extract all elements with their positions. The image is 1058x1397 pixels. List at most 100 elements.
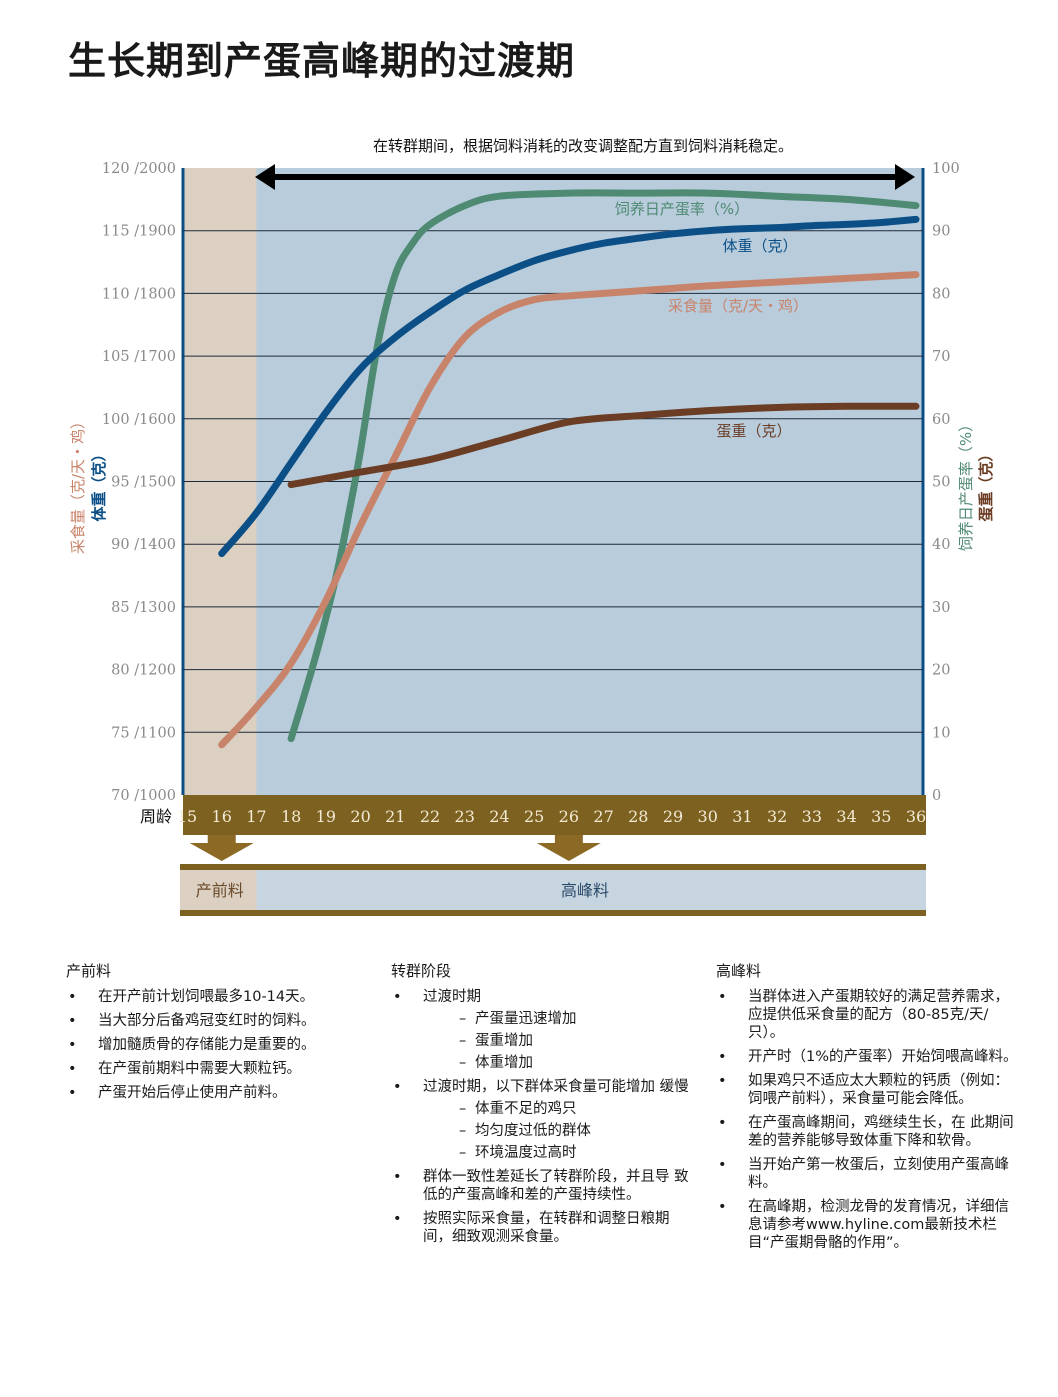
bullet-text: 开产时（1%的产蛋率）开始饲喂高峰料。 [748,1049,1018,1065]
bullet-text: 当开始产第一枚蛋后，立刻使用产蛋高峰料。 [748,1157,1009,1191]
week-tick-label: 34 [836,807,856,826]
page-title: 生长期到产蛋高峰期的过渡期 [68,39,576,83]
bullet-item: 当开始产第一枚蛋后，立刻使用产蛋高峰料。 [716,1156,1021,1192]
sub-list: 产蛋量迅速增加蛋重增加体重增加 [423,1010,696,1072]
right-tick-label: 20 [932,663,950,679]
peak-start-arrow [536,835,601,861]
bullet-text: 在产蛋高峰期间，鸡继续生长，在 此期间差的营养能够导致体重下降和软骨。 [748,1115,1014,1149]
phase-strip-top [180,864,926,870]
right-tick-label: 50 [932,475,950,491]
bullet-text: 当大部分后备鸡冠变红时的饲料。 [98,1013,316,1029]
egg-production-line [287,189,920,743]
week-tick-label: 21 [385,807,405,826]
week-tick-label: 24 [489,807,509,826]
bullet-item: 按照实际采食量，在转群和调整日粮期 间，细致观测采食量。 [391,1210,696,1246]
right-axis-titles: 饲养日产蛋率（%） 蛋重（克） [957,417,995,551]
week-tick-label: 15 [177,807,197,826]
week-tick-label: 27 [593,807,613,826]
feed-intake-line [218,271,920,749]
sub-item: 产蛋量迅速增加 [423,1010,696,1028]
bullet-text: 在产蛋前期料中需要大颗粒钙。 [98,1061,301,1077]
bullet-item: 过渡时期，以下群体采食量可能增加 缓慢体重不足的鸡只均匀度过低的群体环境温度过高… [391,1078,696,1162]
column-heading: 转群阶段 [391,962,452,980]
bullet-item: 当群体进入产蛋期较好的满足营养需求，应提供低采食量的配方（80-85克/天/只）… [716,988,1021,1042]
week-tick-label: 26 [559,807,579,826]
transfer-arrow-head-right [895,164,915,190]
sub-item: 体重增加 [423,1054,696,1072]
body-weight-line [218,215,920,558]
bullet-item: 当大部分后备鸡冠变红时的饲料。 [66,1012,371,1030]
bullet-item: 产蛋开始后停止使用产前料。 [66,1084,371,1102]
bullet-item: 如果鸡只不适应太大颗粒的钙质（例如：饲喂产前料），采食量可能会降低。 [716,1072,1021,1108]
week-tick-label: 18 [281,807,301,826]
bullet-text: 在开产前计划饲喂最多10-14天。 [98,989,315,1005]
transition-chart: 70 /1000 0 75 /1100 10 80 /1200 20 85 /1300 30 9… [69,137,995,916]
column-prelay: 产前料 在开产前计划饲喂最多10-14天。当大部分后备鸡冠变红时的饲料。增加髓质… [66,962,371,1108]
bullet-item: 在开产前计划饲喂最多10-14天。 [66,988,371,1006]
week-tick-label: 20 [350,807,370,826]
week-tick-label: 30 [698,807,718,826]
right-tick-label: 100 [932,161,960,177]
feed-intake-label: 采食量（克/天・鸡） [668,297,808,315]
peak-feed-band [180,870,926,910]
feed-axis-title: 采食量（克/天・鸡） [69,414,87,554]
bullet-text: 过渡时期 [423,989,481,1005]
left-tick-label: 80 /1200 [111,663,176,679]
bullet-item: 开产时（1%的产蛋率）开始饲喂高峰料。 [716,1048,1021,1066]
bullet-item: 在高峰期，检测龙骨的发育情况，详细信息请参考www.hyline.com最新技术… [716,1198,1021,1252]
right-tick-label: 70 [932,349,950,365]
right-tick-label: 60 [932,412,950,428]
week-tick-label: 35 [871,807,891,826]
bullet-list: 过渡时期产蛋量迅速增加蛋重增加体重增加过渡时期，以下群体采食量可能增加 缓慢体重… [391,988,696,1246]
right-tick-label: 30 [932,600,950,616]
bullet-item: 在产蛋高峰期间，鸡继续生长，在 此期间差的营养能够导致体重下降和软骨。 [716,1114,1021,1150]
prelay-feed-band [180,870,257,910]
bullet-text: 产蛋开始后停止使用产前料。 [98,1085,287,1101]
left-tick-label: 85 /1300 [111,600,176,616]
bullet-list: 在开产前计划饲喂最多10-14天。当大部分后备鸡冠变红时的饲料。增加髓质骨的存储… [66,988,371,1102]
week-tick-label: 28 [628,807,648,826]
left-tick-label: 100 /1600 [102,412,176,428]
bullet-item: 过渡时期产蛋量迅速增加蛋重增加体重增加 [391,988,696,1072]
week-tick-label: 32 [767,807,787,826]
week-tick-label: 23 [455,807,475,826]
left-tick-label: 70 /1000 [111,788,176,804]
left-tick-label: 95 /1500 [111,475,176,491]
egg-weight-line [287,402,920,489]
week-tick-label: 17 [246,807,266,826]
bullet-text: 如果鸡只不适应太大颗粒的钙质（例如：饲喂产前料），采食量可能会降低。 [748,1073,1009,1107]
left-tick-label: 120 /2000 [102,161,176,177]
left-tick-label: 105 /1700 [102,349,176,365]
column-heading: 产前料 [66,962,112,980]
prelay-feed-label: 产前料 [196,881,244,900]
right-tick-label: 40 [932,537,950,553]
week-tick-label: 25 [524,807,544,826]
bullet-text: 过渡时期，以下群体采食量可能增加 缓慢 [423,1079,689,1095]
bullet-item: 在产蛋前期料中需要大颗粒钙。 [66,1060,371,1078]
bullet-text: 群体一致性差延长了转群阶段，并且导 致低的产蛋高峰和差的产蛋持续性。 [423,1169,689,1203]
bullet-item: 群体一致性差延长了转群阶段，并且导 致低的产蛋高峰和差的产蛋持续性。 [391,1168,696,1204]
sub-item: 环境温度过高时 [423,1144,696,1162]
week-tick-label: 31 [732,807,752,826]
x-axis-title: 周龄 [140,807,172,826]
sub-item: 体重不足的鸡只 [423,1100,696,1118]
peak-feed-label: 高峰料 [561,881,609,900]
transfer-arrow-head-left [255,164,275,190]
left-tick-label: 90 /1400 [111,537,176,553]
week-band [183,795,926,835]
week-tick-label: 22 [420,807,440,826]
prelay-start-arrow [189,835,254,861]
egg-weight-label: 蛋重（克） [716,422,791,440]
week-tick-label: 36 [906,807,926,826]
right-tick-label: 0 [932,788,941,804]
sub-item: 均匀度过低的群体 [423,1122,696,1140]
body-weight-label: 体重（克） [722,237,797,255]
bullet-list: 当群体进入产蛋期较好的满足营养需求，应提供低采食量的配方（80-85克/天/只）… [716,988,1021,1252]
rate-axis-title: 饲养日产蛋率（%） [957,417,975,551]
bullet-text: 按照实际采食量，在转群和调整日粮期 间，细致观测采食量。 [423,1211,670,1245]
column-peak: 高峰料 当群体进入产蛋期较好的满足营养需求，应提供低采食量的配方（80-85克/… [716,962,1021,1258]
column-heading: 高峰料 [716,962,762,980]
bullet-item: 增加髓质骨的存储能力是重要的。 [66,1036,371,1054]
bullet-text: 增加髓质骨的存储能力是重要的。 [98,1037,316,1053]
right-tick-label: 80 [932,286,950,302]
